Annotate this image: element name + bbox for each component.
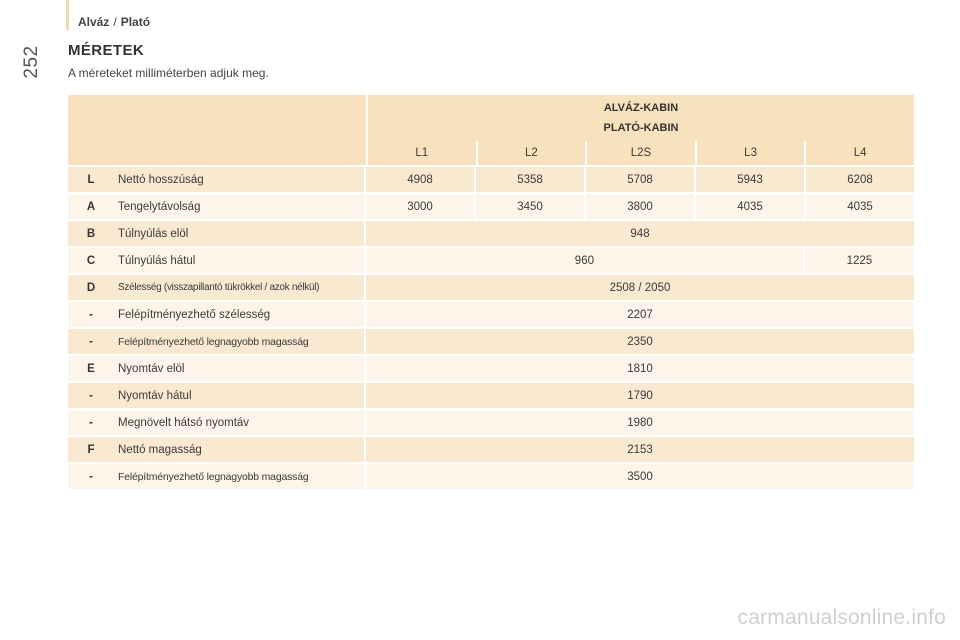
watermark-text: carmanualsonline.info [737, 606, 946, 629]
column-header: L2S [587, 141, 695, 165]
cell-value: 1980 [366, 410, 914, 435]
row-label: Túlnyúlás elöl [114, 221, 364, 246]
cell-value: 1790 [366, 383, 914, 408]
dimensions-table: ALVÁZ-KABIN PLATÓ-KABIN L1 L2 L2S L3 L4 … [68, 95, 914, 489]
table-row: - Nyomtáv hátul 1790 [68, 383, 914, 408]
row-key: D [68, 275, 114, 300]
breadcrumb-part-2: Plató [120, 15, 151, 29]
column-header: L3 [696, 141, 805, 165]
cell-value: 3500 [366, 464, 914, 489]
row-key: F [68, 437, 114, 462]
row-label: Nyomtáv hátul [114, 383, 364, 408]
breadcrumb: Alváz / Plató [78, 15, 150, 29]
table-row: - Felépítményezhető legnagyobb magasság … [68, 464, 914, 489]
cell-value: 5943 [696, 167, 804, 192]
section-title: MÉRETEK [68, 42, 145, 59]
header-left-cell [68, 141, 366, 165]
row-key: E [68, 356, 114, 381]
cell-value: 2350 [366, 329, 914, 354]
cell-value: 4035 [806, 194, 914, 219]
row-key: B [68, 221, 114, 246]
table-row: E Nyomtáv elöl 1810 [68, 356, 914, 381]
group-title-platform: PLATÓ-KABIN [603, 122, 679, 134]
intro-text: A méreteket milliméterben adjuk meg. [68, 66, 269, 80]
row-label: Felépítményezhető szélesség [114, 302, 364, 327]
cell-value: 2207 [366, 302, 914, 327]
row-key: - [68, 383, 114, 408]
column-header: L1 [368, 141, 476, 165]
row-label: Felépítményezhető legnagyobb magasság [114, 329, 364, 354]
header-group-cell: ALVÁZ-KABIN PLATÓ-KABIN [368, 95, 914, 141]
table-row: A Tengelytávolság 3000 3450 3800 4035 40… [68, 194, 914, 219]
table-row: L Nettó hosszúság 4908 5358 5708 5943 62… [68, 167, 914, 192]
table-group-header: ALVÁZ-KABIN PLATÓ-KABIN [68, 95, 914, 141]
header-blank-cell [68, 95, 366, 141]
row-label: Nettó hosszúság [114, 167, 364, 192]
cell-value: 948 [366, 221, 914, 246]
row-key: A [68, 194, 114, 219]
page-edge-bar [66, 0, 69, 30]
table-row: - Felépítményezhető legnagyobb magasság … [68, 329, 914, 354]
row-key: - [68, 464, 114, 489]
cell-value: 2153 [366, 437, 914, 462]
row-key: - [68, 329, 114, 354]
row-label: Megnövelt hátsó nyomtáv [114, 410, 364, 435]
column-header: L4 [806, 141, 914, 165]
group-title-chassis: ALVÁZ-KABIN [603, 102, 679, 114]
cell-value: 1810 [366, 356, 914, 381]
row-key: - [68, 302, 114, 327]
row-label: Tengelytávolság [114, 194, 364, 219]
row-label: Nyomtáv elöl [114, 356, 364, 381]
table-row: D Szélesség (visszapillantó tükrökkel / … [68, 275, 914, 300]
row-key: C [68, 248, 114, 273]
table-column-header: L1 L2 L2S L3 L4 [68, 141, 914, 165]
cell-value: 6208 [806, 167, 914, 192]
table-row: F Nettó magasság 2153 [68, 437, 914, 462]
table-row: C Túlnyúlás hátul 960 1225 [68, 248, 914, 273]
cell-value: 3800 [586, 194, 694, 219]
cell-value: 4035 [696, 194, 804, 219]
cell-value: 3450 [476, 194, 584, 219]
row-key: - [68, 410, 114, 435]
row-label: Felépítményezhető legnagyobb magasság [114, 464, 364, 489]
row-key: L [68, 167, 114, 192]
cell-value: 3000 [366, 194, 474, 219]
cell-value: 5358 [476, 167, 584, 192]
cell-value: 1225 [804, 248, 914, 273]
table-row: - Megnövelt hátsó nyomtáv 1980 [68, 410, 914, 435]
table-row: - Felépítményezhető szélesség 2207 [68, 302, 914, 327]
table-row: B Túlnyúlás elöl 948 [68, 221, 914, 246]
cell-value: 960 [366, 248, 803, 273]
column-header: L2 [477, 141, 586, 165]
cell-value: 2508 / 2050 [366, 275, 914, 300]
breadcrumb-part-1: Alváz [78, 15, 110, 29]
row-label: Nettó magasság [114, 437, 364, 462]
cell-value: 5708 [586, 167, 694, 192]
row-label: Szélesség (visszapillantó tükrökkel / az… [114, 275, 364, 300]
breadcrumb-separator: / [113, 15, 117, 29]
cell-value: 4908 [366, 167, 474, 192]
row-label: Túlnyúlás hátul [114, 248, 364, 273]
page-number: 252 [21, 45, 42, 79]
